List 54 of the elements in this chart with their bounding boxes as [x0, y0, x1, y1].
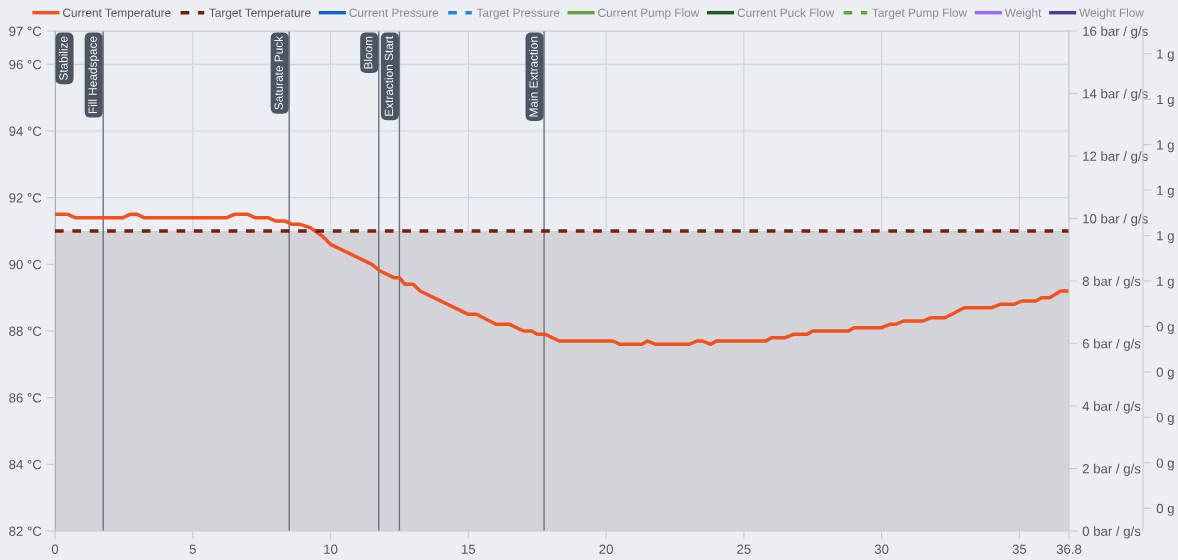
legend-label: Weight Flow — [1079, 8, 1144, 20]
y2-tick-label: 12 bar / g/s — [1083, 151, 1148, 164]
x-tick-label: 10 — [324, 544, 338, 554]
y3-tick-label: 0 g — [1156, 458, 1174, 471]
y2-tick-label: 2 bar / g/s — [1082, 463, 1141, 477]
legend-label: Current Temperature — [63, 8, 171, 20]
y-tick-label: 92 °C — [9, 193, 42, 203]
ref-line-label: Stabilize — [59, 36, 68, 81]
x-tick-label: 35 — [1012, 544, 1027, 554]
line-series — [55, 212, 1069, 347]
y-tick-label: 96 °C — [9, 59, 42, 70]
y-tick-label: 84 °C — [9, 459, 42, 470]
legend-label: Target Temperature — [209, 8, 311, 20]
x-tick-label: 25 — [737, 544, 751, 554]
x-tick-label: 20 — [599, 544, 613, 554]
legend-label: Target Pump Flow — [872, 8, 968, 20]
y3-tick-label: 1 g — [1157, 49, 1174, 62]
y2-tick-label: 6 bar / g/s — [1082, 338, 1141, 352]
legend-label: Current Pressure — [349, 8, 439, 17]
y3-tick-label: 1 g — [1157, 94, 1174, 107]
ref-line-label: Saturate Puck — [274, 35, 283, 110]
legend-label: Current Pump Flow — [598, 8, 700, 20]
ref-line-label: Bloom — [363, 36, 373, 69]
legend-label: Current Puck Flow — [737, 8, 835, 17]
y-tick-label: 90 °C — [9, 259, 42, 270]
legend-label: Weight — [1004, 8, 1042, 20]
ref-line-label: Main Extraction — [529, 36, 538, 117]
y2-tick-label: 0 bar / g/s — [1082, 526, 1141, 539]
y2-tick-label: 4 bar / g/s — [1082, 401, 1141, 414]
y2-tick-label: 14 bar / g/s — [1083, 88, 1148, 102]
y-tick-label: 97 °C — [9, 26, 42, 36]
y-tick-label: 88 °C — [9, 326, 42, 336]
y3-tick-label: 0 g — [1156, 322, 1174, 334]
y3-tick-label: 0 g — [1156, 412, 1174, 425]
x-tick-label: 5 — [189, 544, 196, 554]
y-tick-label: 86 °C — [9, 393, 42, 403]
y2-tick-label: 8 bar / g/s — [1082, 276, 1141, 289]
x-tick-label: 30 — [874, 544, 889, 554]
x-tick-label: 0 — [51, 544, 59, 554]
y-tick-label: 94 °C — [9, 126, 42, 136]
y3-tick-label: 1 g — [1157, 140, 1174, 153]
legend-label: Target Pressure — [476, 8, 560, 20]
y3-tick-label: 0 g — [1156, 503, 1174, 516]
y-tick-label: 82 °C — [9, 526, 42, 536]
y3-tick-label: 0 g — [1156, 367, 1174, 380]
x-tick-label: 36.8 — [1056, 544, 1082, 554]
ref-line-label: Extraction Start — [384, 36, 394, 116]
y2-tick-label: 10 bar / g/s — [1083, 213, 1148, 227]
y2-tick-label: 16 bar / g/s — [1083, 26, 1148, 39]
x-tick-label: 15 — [461, 544, 476, 554]
y3-tick-label: 1 g — [1157, 185, 1174, 198]
y3-tick-label: 1 g — [1157, 276, 1174, 289]
ref-line-label: Fill Headspace — [88, 36, 100, 114]
y3-tick-label: 1 g — [1157, 231, 1174, 244]
